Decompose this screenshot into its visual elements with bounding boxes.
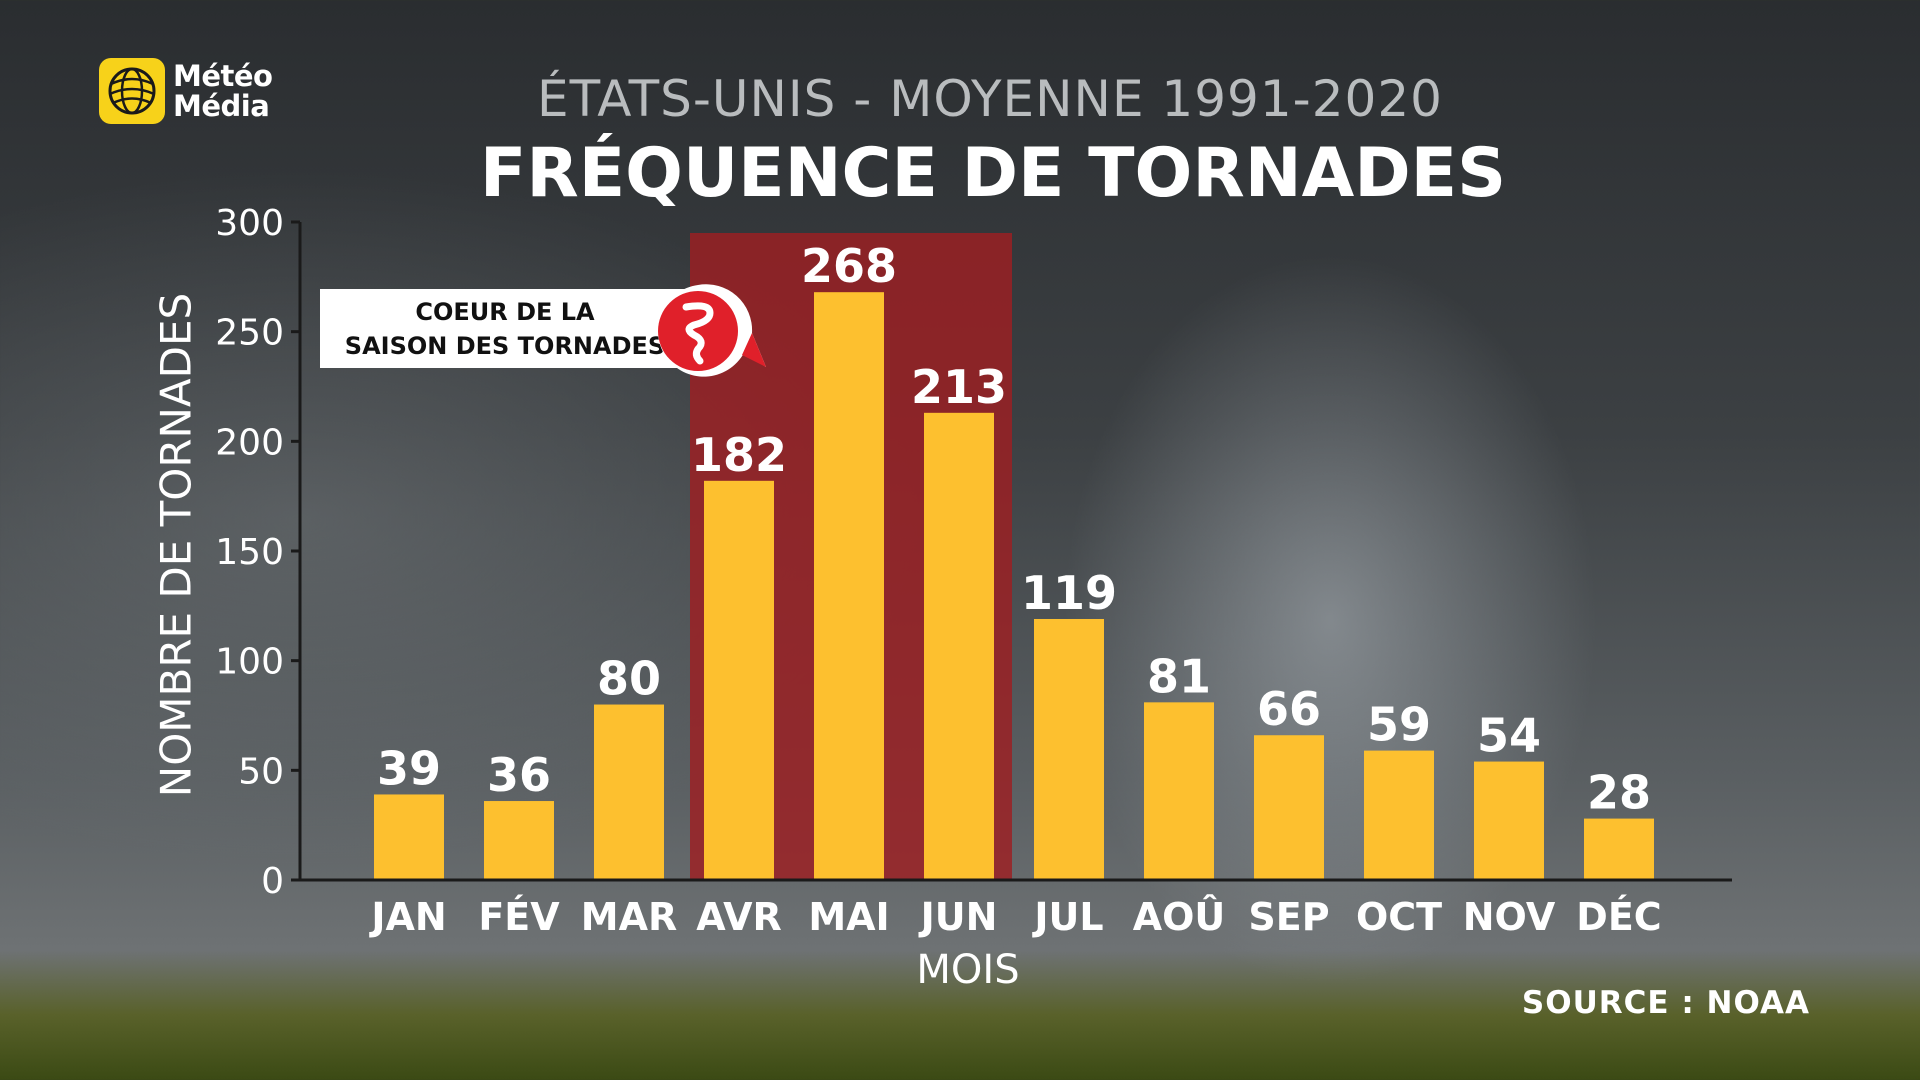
value-label: 182 [691, 428, 787, 482]
brand-name: Météo Média [173, 59, 273, 123]
season-callout: COEUR DE LA SAISON DES TORNADES [320, 289, 690, 368]
y-tick-label: 300 [215, 203, 284, 244]
category-label: NOV [1463, 895, 1556, 939]
bar-JUN [924, 412, 994, 880]
bar-FÉV [484, 801, 554, 880]
bar-AOÛ [1144, 702, 1214, 880]
value-label: 80 [597, 652, 661, 706]
category-label: JUN [918, 895, 998, 939]
bar-JAN [374, 794, 444, 880]
bar-SEP [1254, 735, 1324, 880]
value-label: 213 [911, 360, 1007, 414]
value-label: 119 [1021, 566, 1117, 620]
bar-AVR [704, 480, 774, 880]
category-label: JAN [368, 895, 446, 939]
callout-line1: COEUR DE LA [415, 298, 595, 326]
value-label: 268 [801, 239, 897, 293]
category-label: OCT [1356, 895, 1442, 939]
value-label: 36 [487, 748, 551, 802]
value-label: 28 [1587, 766, 1651, 820]
brand-line1: Météo [173, 59, 273, 93]
y-axis-label: NOMBRE DE TORNADES [151, 292, 201, 798]
chart-title: FRÉQUENCE DE TORNADES [479, 134, 1507, 213]
category-label: DÉC [1576, 895, 1661, 939]
bar-MAR [594, 704, 664, 880]
bar-JUL [1034, 618, 1104, 880]
meteomedia-logo: Météo Média [99, 58, 273, 124]
y-tick-label: 100 [215, 642, 284, 683]
bar-DÉC [1584, 818, 1654, 880]
brand-line2: Média [173, 89, 270, 123]
category-label: AOÛ [1133, 895, 1226, 939]
category-label: FÉV [478, 895, 560, 939]
y-tick-label: 0 [261, 861, 284, 902]
value-label: 66 [1257, 682, 1321, 736]
globe-logo-icon [99, 58, 165, 124]
callout-line2: SAISON DES TORNADES [344, 332, 666, 360]
y-tick-label: 250 [215, 313, 284, 354]
category-label: MAR [581, 895, 677, 939]
y-tick-label: 200 [215, 422, 284, 463]
bar-NOV [1474, 761, 1544, 880]
category-label: AVR [696, 895, 782, 939]
y-tick-label: 150 [215, 532, 284, 573]
category-label: SEP [1248, 895, 1329, 939]
value-label: 81 [1147, 649, 1211, 703]
bar-MAI [814, 292, 884, 881]
y-tick-label: 50 [238, 751, 284, 792]
tornado-badge-icon [657, 284, 766, 377]
source-label: SOURCE : NOAA [1521, 985, 1810, 1021]
value-label: 54 [1477, 709, 1541, 763]
chart-subtitle: ÉTATS-UNIS - MOYENNE 1991-2020 [537, 70, 1443, 128]
category-label: JUL [1031, 895, 1103, 939]
category-label: MAI [808, 895, 889, 939]
value-label: 59 [1367, 698, 1431, 752]
value-label: 39 [377, 741, 441, 795]
bar-OCT [1364, 750, 1434, 880]
x-axis-label: MOIS [916, 947, 1020, 993]
